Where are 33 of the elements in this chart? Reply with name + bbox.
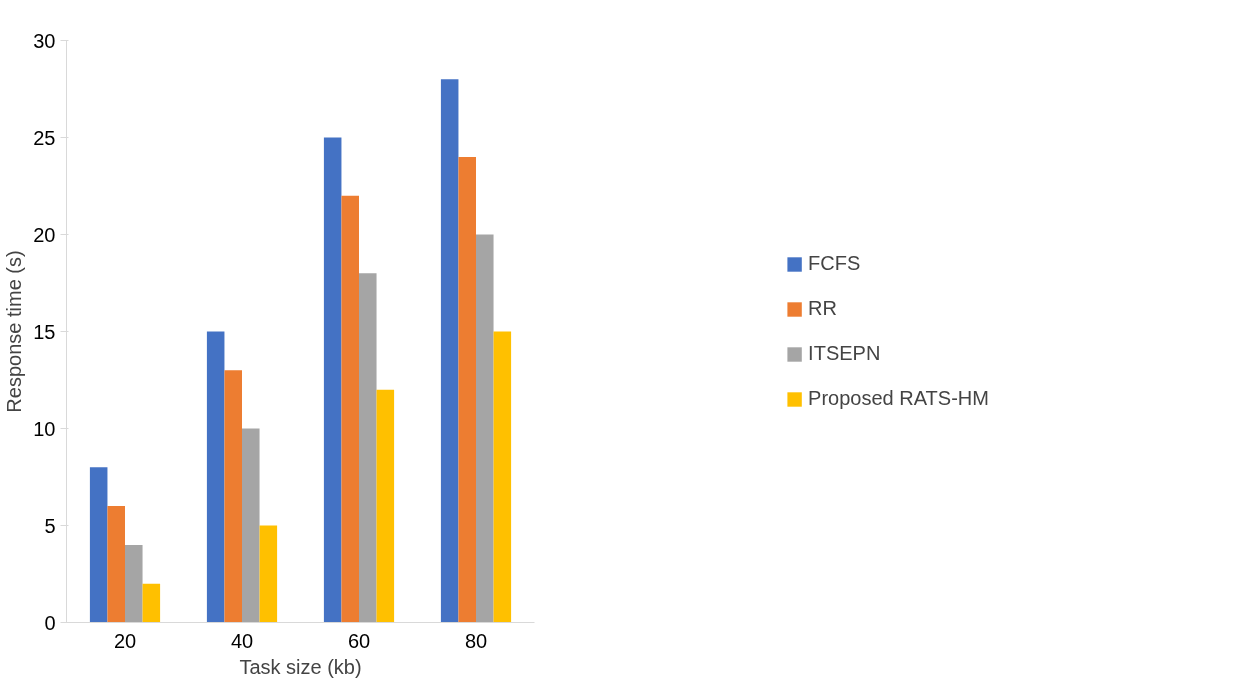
bar	[376, 389, 395, 623]
bar	[259, 525, 278, 623]
x-tick-label: 40	[230, 629, 254, 652]
bar	[323, 137, 342, 623]
y-tick-label: 20	[33, 223, 56, 246]
y-tick-label: 10	[33, 417, 56, 440]
legend-label: Proposed RATS-HM	[808, 387, 989, 410]
x-tick-label: 20	[113, 629, 137, 652]
bar	[125, 544, 143, 623]
bar	[458, 156, 476, 623]
legend-label: ITSEPN	[808, 342, 881, 365]
x-axis-title: Task size (kb)	[239, 655, 362, 678]
bar	[224, 370, 242, 623]
y-axis-title: Response time (s)	[3, 250, 26, 413]
legend-label: RR	[808, 297, 837, 320]
bar	[107, 506, 125, 623]
bar	[440, 79, 459, 623]
y-tick-label: 15	[33, 320, 56, 343]
y-tick-label: 5	[44, 514, 56, 537]
bar	[359, 273, 377, 623]
bar	[341, 195, 359, 623]
bar	[493, 331, 512, 623]
legend-label: FCFS	[808, 252, 861, 275]
x-tick-label: 60	[347, 629, 371, 652]
y-tick-label: 25	[33, 126, 56, 149]
y-tick-label: 30	[33, 29, 56, 52]
bar	[206, 331, 225, 623]
y-tick-label: 0	[44, 611, 56, 634]
bar	[476, 234, 494, 623]
x-tick-label: 80	[464, 629, 488, 652]
bar	[142, 583, 161, 623]
bar	[242, 428, 260, 623]
bar	[89, 467, 108, 623]
